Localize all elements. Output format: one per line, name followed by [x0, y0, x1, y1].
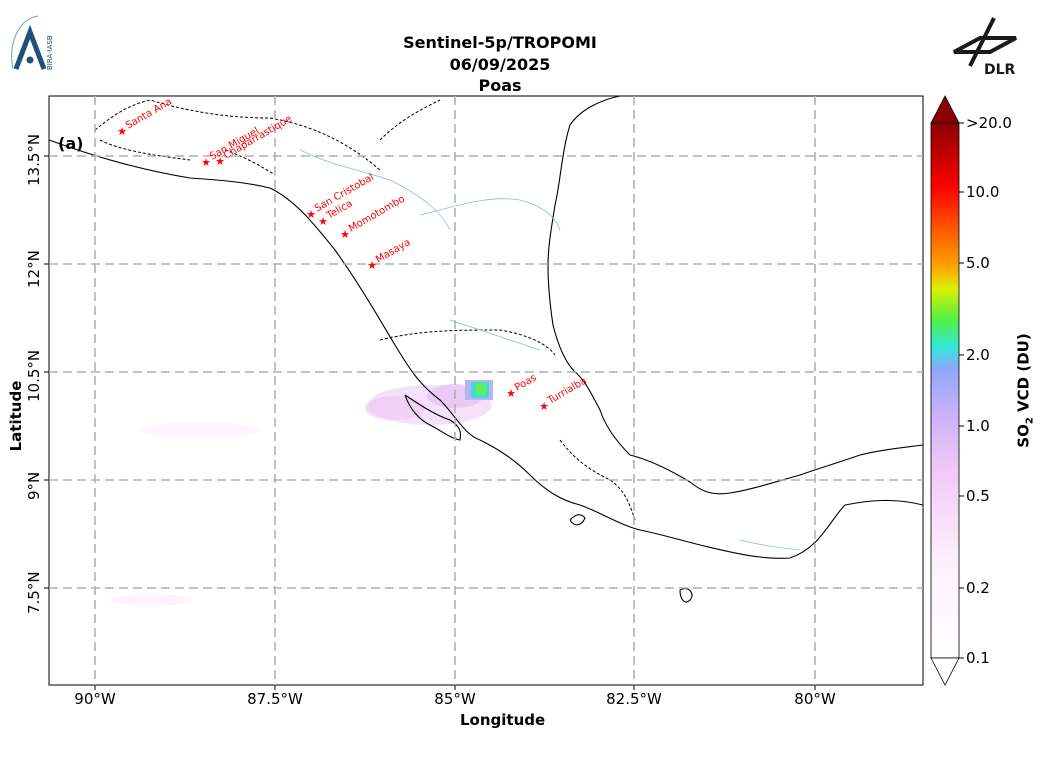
volcano-marker-icon: ★: [318, 215, 328, 228]
colorbar-tick-label: 10.0: [966, 183, 1000, 201]
x-tick-label: 80°W: [794, 690, 836, 708]
colorbar-tick-label: 0.1: [966, 649, 990, 667]
y-axis-label: Latitude: [7, 380, 25, 452]
so2-plume: [110, 380, 493, 606]
rivers: [299, 149, 801, 551]
y-tick-label: 9°N: [25, 471, 43, 500]
y-tick-label: 13.5°N: [25, 133, 43, 186]
colorbar-tick-label: 5.0: [966, 254, 990, 272]
colorbar-tick-label: >20.0: [966, 114, 1012, 132]
volcano-marker-icon: ★: [367, 259, 377, 272]
colorbar-gradient: [930, 122, 960, 659]
volcano-marker-icon: ★: [506, 387, 516, 400]
panel-label: (a): [58, 134, 84, 153]
bira-iasb-logo: BIRA-IASB: [8, 14, 58, 78]
colorbar-tick-label: 0.5: [966, 487, 990, 505]
title-line-1: Sentinel-5p/TROPOMI: [403, 33, 597, 52]
colorbar-tick-label: 1.0: [966, 417, 990, 435]
x-tick-label: 90°W: [74, 690, 116, 708]
tick-marks: [44, 155, 816, 690]
x-tick-label: 87.5°W: [247, 690, 303, 708]
x-tick-label: 82.5°W: [606, 690, 662, 708]
borders: [94, 99, 636, 521]
y-tick-label: 10.5°N: [25, 349, 43, 402]
volcano-marker-icon: ★: [215, 155, 225, 168]
colorbar-tick-label: 2.0: [966, 346, 990, 364]
volcano-marker-icon: ★: [306, 208, 316, 221]
grid-lines: [49, 96, 923, 685]
y-tick-label: 12°N: [25, 250, 43, 288]
x-tick-label: 85°W: [434, 690, 476, 708]
x-axis-label: Longitude: [460, 711, 546, 729]
volcano-marker-icon: ★: [539, 400, 549, 413]
colorbar-tick-label: 0.2: [966, 579, 990, 597]
volcano-marker-icon: ★: [117, 125, 127, 138]
title-line-3: Poas: [478, 76, 522, 95]
colorbar-label: SO2 VCD (DU): [1014, 333, 1036, 448]
volcano-marker-icon: ★: [201, 156, 211, 169]
dlr-logo: DLR: [946, 14, 1026, 82]
svg-text:DLR: DLR: [984, 62, 1016, 78]
colorbar: [930, 95, 964, 686]
y-tick-label: 7.5°N: [25, 571, 43, 614]
coastline: [48, 95, 924, 603]
svg-text:BIRA-IASB: BIRA-IASB: [46, 35, 54, 70]
volcano-marker-icon: ★: [340, 228, 350, 241]
colorbar-max-arrow: [930, 95, 960, 124]
colorbar-min-arrow: [930, 657, 960, 686]
title-line-2: 06/09/2025: [449, 55, 551, 74]
